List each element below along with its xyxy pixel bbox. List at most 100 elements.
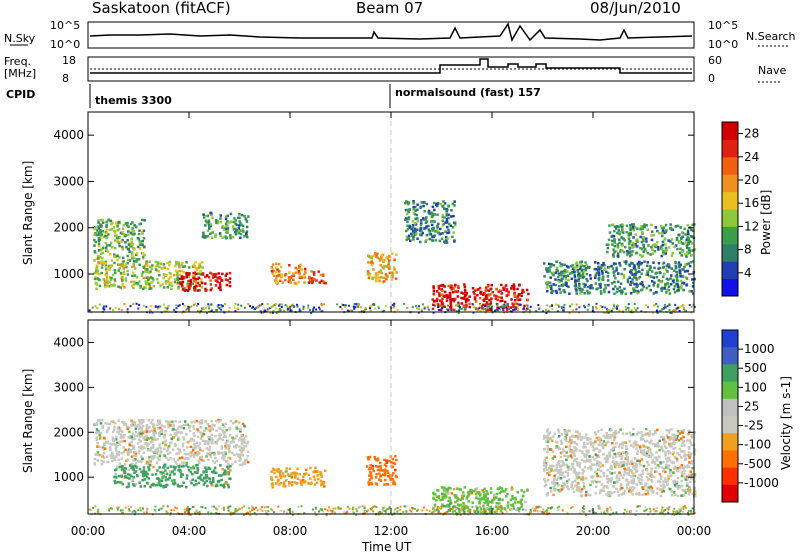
data-cell xyxy=(563,272,566,275)
data-cell xyxy=(186,446,189,449)
data-cell xyxy=(385,305,387,307)
data-cell xyxy=(151,419,154,422)
data-cell xyxy=(226,472,229,475)
data-cell xyxy=(207,303,209,305)
data-cell xyxy=(143,277,146,280)
data-cell xyxy=(195,285,198,288)
data-cell xyxy=(167,426,170,429)
data-cell xyxy=(565,278,568,281)
data-cell xyxy=(159,446,162,449)
data-cell xyxy=(376,483,379,486)
data-cell xyxy=(131,221,134,224)
data-cell xyxy=(608,266,611,269)
data-cell xyxy=(473,306,475,308)
data-cell xyxy=(204,443,207,446)
data-cell xyxy=(391,276,394,279)
data-cell xyxy=(604,284,607,287)
data-cell xyxy=(618,472,621,475)
data-cell xyxy=(631,278,634,281)
data-cell xyxy=(296,468,299,471)
data-cell xyxy=(461,495,464,498)
data-cell xyxy=(226,440,229,443)
data-cell xyxy=(288,271,291,274)
data-cell xyxy=(197,445,200,448)
data-cell xyxy=(434,305,436,307)
data-cell xyxy=(640,273,643,276)
data-cell xyxy=(517,308,519,310)
data-cell xyxy=(572,309,574,311)
data-cell xyxy=(312,308,314,310)
data-cell xyxy=(600,305,602,307)
data-cell xyxy=(219,232,222,235)
data-cell xyxy=(212,428,215,431)
data-cell xyxy=(679,466,682,469)
data-cell xyxy=(142,425,145,428)
data-cell xyxy=(125,246,128,249)
data-cell xyxy=(457,295,460,298)
data-cell xyxy=(648,448,651,451)
data-cell xyxy=(623,288,626,291)
data-cell xyxy=(569,436,572,439)
data-cell xyxy=(132,483,135,486)
data-cell xyxy=(565,430,568,433)
data-cell xyxy=(681,236,684,239)
data-cell xyxy=(282,281,285,284)
data-cell xyxy=(446,238,449,241)
data-cell xyxy=(641,450,644,453)
data-cell xyxy=(187,290,190,293)
colorbar-tick-label: 12 xyxy=(744,219,759,233)
data-cell xyxy=(662,266,665,269)
data-cell xyxy=(189,440,192,443)
data-cell xyxy=(458,504,461,507)
data-cell xyxy=(422,303,424,305)
data-cell xyxy=(501,300,504,303)
data-cell xyxy=(240,451,243,454)
data-cell xyxy=(434,239,437,242)
data-cell xyxy=(489,288,492,291)
data-cell xyxy=(172,428,175,431)
data-cell xyxy=(442,220,445,223)
data-cell xyxy=(284,279,287,282)
data-cell xyxy=(633,223,636,226)
data-cell xyxy=(192,449,195,452)
data-cell xyxy=(436,496,439,499)
data-cell xyxy=(101,272,104,275)
data-cell xyxy=(209,279,212,282)
data-cell xyxy=(612,456,615,459)
data-cell xyxy=(303,306,305,308)
data-cell xyxy=(493,494,496,497)
data-cell xyxy=(596,272,599,275)
data-cell xyxy=(139,242,142,245)
data-cell xyxy=(621,442,624,445)
data-cell xyxy=(127,226,130,229)
data-cell xyxy=(614,472,617,475)
data-cell xyxy=(642,236,645,239)
data-cell xyxy=(189,425,192,428)
data-cell xyxy=(511,504,514,507)
data-cell xyxy=(360,306,362,308)
data-cell xyxy=(518,305,520,307)
data-cell xyxy=(406,225,409,228)
data-cell xyxy=(432,308,435,311)
data-cell xyxy=(590,284,593,287)
data-cell xyxy=(632,428,635,431)
data-cell xyxy=(665,265,668,268)
data-cell xyxy=(252,306,254,308)
data-cell xyxy=(597,262,600,265)
data-cell xyxy=(629,271,632,274)
data-cell xyxy=(170,465,173,468)
data-cell xyxy=(631,463,634,466)
data-cell xyxy=(281,306,283,308)
data-cell xyxy=(503,490,506,493)
data-cell xyxy=(680,480,683,483)
data-cell xyxy=(429,233,432,236)
data-cell xyxy=(131,227,134,230)
data-cell xyxy=(426,203,429,206)
data-cell xyxy=(594,431,597,434)
data-cell xyxy=(271,482,274,485)
data-cell xyxy=(677,488,680,491)
data-cell xyxy=(114,272,117,275)
data-cell xyxy=(598,456,601,459)
data-cell xyxy=(492,291,495,294)
